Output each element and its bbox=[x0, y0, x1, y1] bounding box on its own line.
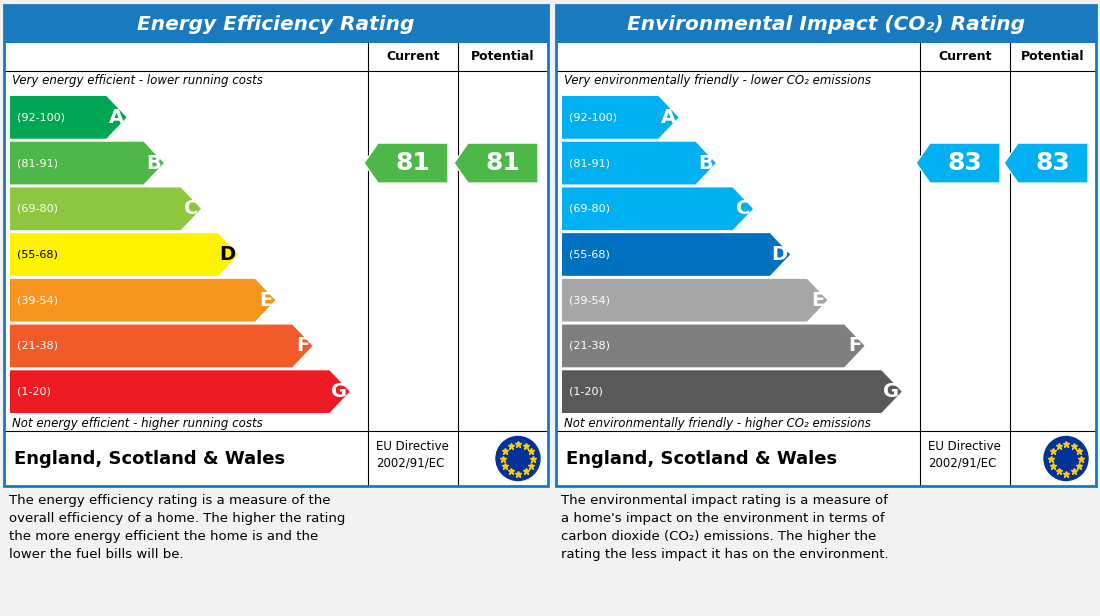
Polygon shape bbox=[10, 370, 350, 413]
Text: B: B bbox=[698, 153, 713, 172]
Text: (21-38): (21-38) bbox=[569, 341, 611, 351]
Text: G: G bbox=[882, 382, 899, 401]
Text: Potential: Potential bbox=[1021, 51, 1085, 63]
Text: (39-54): (39-54) bbox=[16, 295, 58, 305]
Text: (81-91): (81-91) bbox=[569, 158, 611, 168]
Text: The energy efficiency rating is a measure of the
overall efficiency of a home. T: The energy efficiency rating is a measur… bbox=[9, 494, 345, 561]
Text: Environmental Impact (CO₂) Rating: Environmental Impact (CO₂) Rating bbox=[627, 15, 1025, 33]
Text: Not environmentally friendly - higher CO₂ emissions: Not environmentally friendly - higher CO… bbox=[564, 417, 871, 430]
Text: G: G bbox=[331, 382, 346, 401]
Polygon shape bbox=[10, 96, 126, 139]
Polygon shape bbox=[562, 325, 865, 367]
Text: C: C bbox=[736, 200, 750, 218]
Text: 81: 81 bbox=[396, 151, 430, 175]
Bar bbox=[556, 5, 1096, 43]
Polygon shape bbox=[10, 187, 201, 230]
Text: F: F bbox=[848, 336, 861, 355]
Bar bbox=[4, 43, 548, 486]
Bar bbox=[4, 5, 548, 43]
Circle shape bbox=[1044, 437, 1088, 480]
Polygon shape bbox=[454, 143, 538, 183]
Bar bbox=[556, 5, 1096, 486]
Polygon shape bbox=[562, 279, 827, 322]
Polygon shape bbox=[562, 187, 754, 230]
Polygon shape bbox=[10, 279, 275, 322]
Text: 81: 81 bbox=[485, 151, 520, 175]
Text: (92-100): (92-100) bbox=[16, 112, 65, 123]
Text: EU Directive
2002/91/EC: EU Directive 2002/91/EC bbox=[928, 439, 1001, 469]
Text: (69-80): (69-80) bbox=[569, 204, 611, 214]
Text: E: E bbox=[260, 291, 273, 310]
Text: (69-80): (69-80) bbox=[16, 204, 58, 214]
Text: (1-20): (1-20) bbox=[16, 387, 51, 397]
Text: 83: 83 bbox=[1035, 151, 1070, 175]
Text: (81-91): (81-91) bbox=[16, 158, 58, 168]
Polygon shape bbox=[10, 325, 312, 367]
Bar bbox=[556, 43, 1096, 486]
Text: (55-68): (55-68) bbox=[16, 249, 58, 259]
Text: 83: 83 bbox=[947, 151, 982, 175]
Text: England, Scotland & Wales: England, Scotland & Wales bbox=[566, 450, 837, 468]
Text: F: F bbox=[296, 336, 309, 355]
Bar bbox=[4, 5, 548, 486]
Text: (55-68): (55-68) bbox=[569, 249, 609, 259]
Text: Not energy efficient - higher running costs: Not energy efficient - higher running co… bbox=[12, 417, 263, 430]
Text: Very environmentally friendly - lower CO₂ emissions: Very environmentally friendly - lower CO… bbox=[564, 74, 871, 87]
Text: B: B bbox=[146, 153, 161, 172]
Text: D: D bbox=[771, 245, 788, 264]
Text: (21-38): (21-38) bbox=[16, 341, 58, 351]
Polygon shape bbox=[364, 143, 448, 183]
Polygon shape bbox=[1004, 143, 1088, 183]
Text: A: A bbox=[109, 108, 123, 127]
Text: (1-20): (1-20) bbox=[569, 387, 603, 397]
Text: Potential: Potential bbox=[471, 51, 535, 63]
Text: Very energy efficient - lower running costs: Very energy efficient - lower running co… bbox=[12, 74, 263, 87]
Text: The environmental impact rating is a measure of
a home's impact on the environme: The environmental impact rating is a mea… bbox=[561, 494, 889, 561]
Polygon shape bbox=[916, 143, 1000, 183]
Text: (92-100): (92-100) bbox=[569, 112, 617, 123]
Text: C: C bbox=[184, 200, 198, 218]
Text: Energy Efficiency Rating: Energy Efficiency Rating bbox=[138, 15, 415, 33]
Text: Current: Current bbox=[938, 51, 992, 63]
Text: (39-54): (39-54) bbox=[569, 295, 611, 305]
Polygon shape bbox=[10, 233, 239, 276]
Text: EU Directive
2002/91/EC: EU Directive 2002/91/EC bbox=[376, 439, 449, 469]
Text: Current: Current bbox=[386, 51, 440, 63]
Text: D: D bbox=[219, 245, 235, 264]
Circle shape bbox=[496, 437, 540, 480]
Polygon shape bbox=[562, 96, 679, 139]
Polygon shape bbox=[562, 370, 902, 413]
Text: E: E bbox=[811, 291, 824, 310]
Polygon shape bbox=[562, 233, 790, 276]
Polygon shape bbox=[562, 142, 716, 184]
Polygon shape bbox=[10, 142, 164, 184]
Text: England, Scotland & Wales: England, Scotland & Wales bbox=[14, 450, 285, 468]
Text: A: A bbox=[660, 108, 675, 127]
